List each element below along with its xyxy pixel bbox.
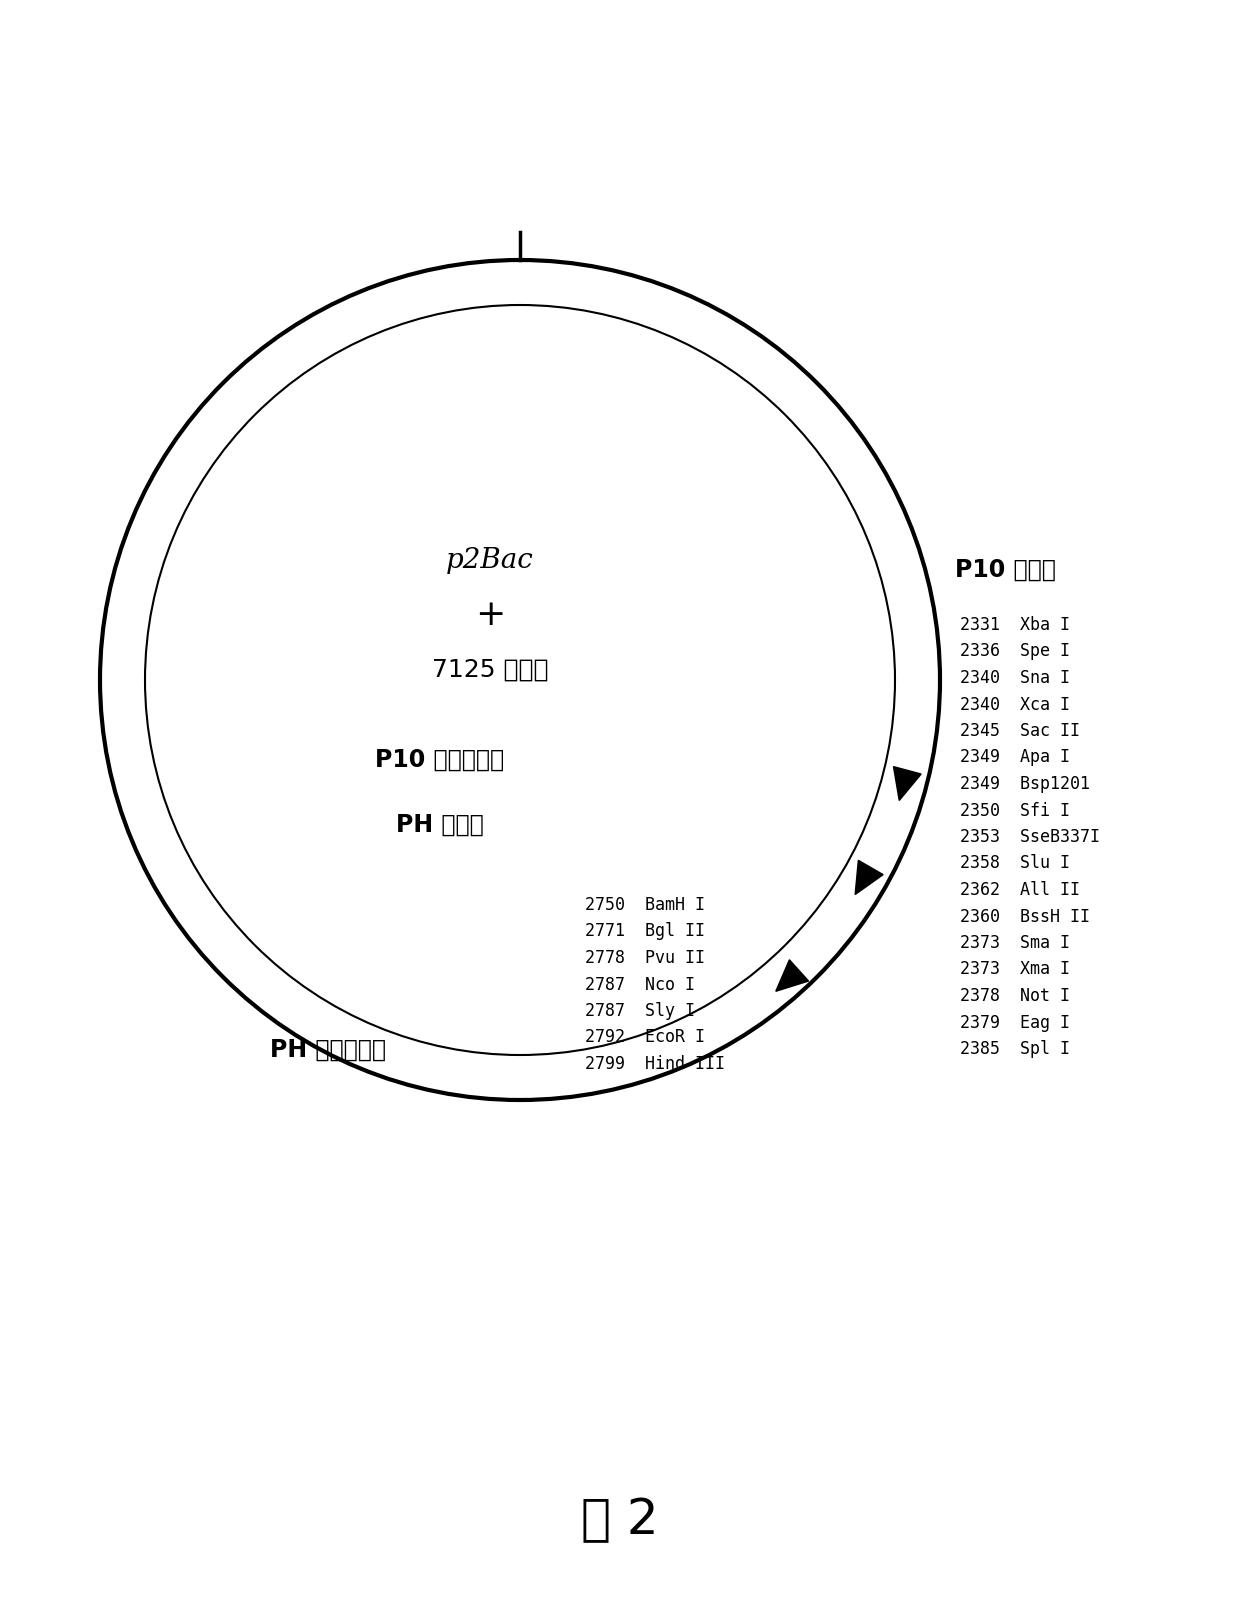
Text: 2787  Sly I: 2787 Sly I <box>585 1002 694 1019</box>
Text: 2353  SseB337I: 2353 SseB337I <box>960 827 1100 845</box>
Text: 2373  Xma I: 2373 Xma I <box>960 960 1070 979</box>
Text: 2373  Sma I: 2373 Sma I <box>960 934 1070 952</box>
Text: 2385  Spl I: 2385 Spl I <box>960 1040 1070 1058</box>
Text: 2345  Sac II: 2345 Sac II <box>960 723 1080 740</box>
Text: PH 多克隆位点: PH 多克隆位点 <box>270 1039 386 1061</box>
Text: P10 多克隆位点: P10 多克隆位点 <box>376 748 505 773</box>
Text: 2336  Spe I: 2336 Spe I <box>960 642 1070 660</box>
Text: 2778  Pvu II: 2778 Pvu II <box>585 948 706 968</box>
Text: 2771  Bgl II: 2771 Bgl II <box>585 923 706 940</box>
Text: 2378  Not I: 2378 Not I <box>960 987 1070 1005</box>
Text: P10 启动子: P10 启动子 <box>955 558 1056 582</box>
Text: 2331  Xba I: 2331 Xba I <box>960 616 1070 634</box>
Text: 2349  Apa I: 2349 Apa I <box>960 748 1070 766</box>
Polygon shape <box>894 766 921 800</box>
Text: 2379  Eag I: 2379 Eag I <box>960 1013 1070 1031</box>
Text: 2360  BssH II: 2360 BssH II <box>960 908 1090 926</box>
Text: PH 启动子: PH 启动子 <box>396 813 484 837</box>
Text: 2358  Slu I: 2358 Slu I <box>960 855 1070 873</box>
Text: 图 2: 图 2 <box>582 1495 658 1544</box>
Text: 2340  Sna I: 2340 Sna I <box>960 669 1070 687</box>
Text: 2799  Hind III: 2799 Hind III <box>585 1055 725 1073</box>
Polygon shape <box>856 860 883 895</box>
Text: 7125 硨基对: 7125 硨基对 <box>432 658 548 682</box>
Polygon shape <box>776 960 808 992</box>
Text: +: + <box>475 598 505 632</box>
Text: 2787  Nco I: 2787 Nco I <box>585 976 694 994</box>
Text: p2Bac: p2Bac <box>446 547 534 574</box>
Text: 2340  Xca I: 2340 Xca I <box>960 695 1070 713</box>
Text: 2750  BamH I: 2750 BamH I <box>585 895 706 915</box>
Text: 2349  Bsp1201: 2349 Bsp1201 <box>960 774 1090 794</box>
Text: 2350  Sfi I: 2350 Sfi I <box>960 802 1070 819</box>
Text: 2362  All II: 2362 All II <box>960 881 1080 898</box>
Text: 2792  EcoR I: 2792 EcoR I <box>585 1029 706 1047</box>
